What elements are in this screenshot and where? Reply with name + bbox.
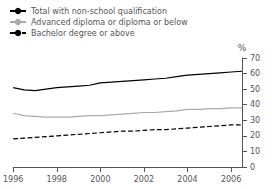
svg-text:%: % [238, 43, 247, 53]
svg-text:Advanced diploma or diploma or: Advanced diploma or diploma or below [31, 18, 188, 27]
svg-text:40: 40 [250, 100, 260, 109]
svg-text:Bachelor degree or above: Bachelor degree or above [31, 29, 135, 38]
svg-text:50: 50 [250, 85, 260, 94]
svg-text:0: 0 [250, 163, 255, 172]
svg-text:60: 60 [250, 69, 260, 78]
svg-text:30: 30 [250, 116, 260, 125]
svg-text:20: 20 [250, 131, 260, 140]
svg-text:2006: 2006 [221, 175, 241, 184]
svg-text:2004: 2004 [177, 175, 197, 184]
svg-text:10: 10 [250, 147, 260, 156]
svg-text:1998: 1998 [47, 175, 67, 184]
svg-text:2002: 2002 [134, 175, 154, 184]
svg-text:1996: 1996 [3, 175, 23, 184]
svg-text:70: 70 [250, 54, 260, 63]
svg-text:Total with non-school qualific: Total with non-school qualification [30, 7, 167, 16]
svg-text:2000: 2000 [90, 175, 110, 184]
